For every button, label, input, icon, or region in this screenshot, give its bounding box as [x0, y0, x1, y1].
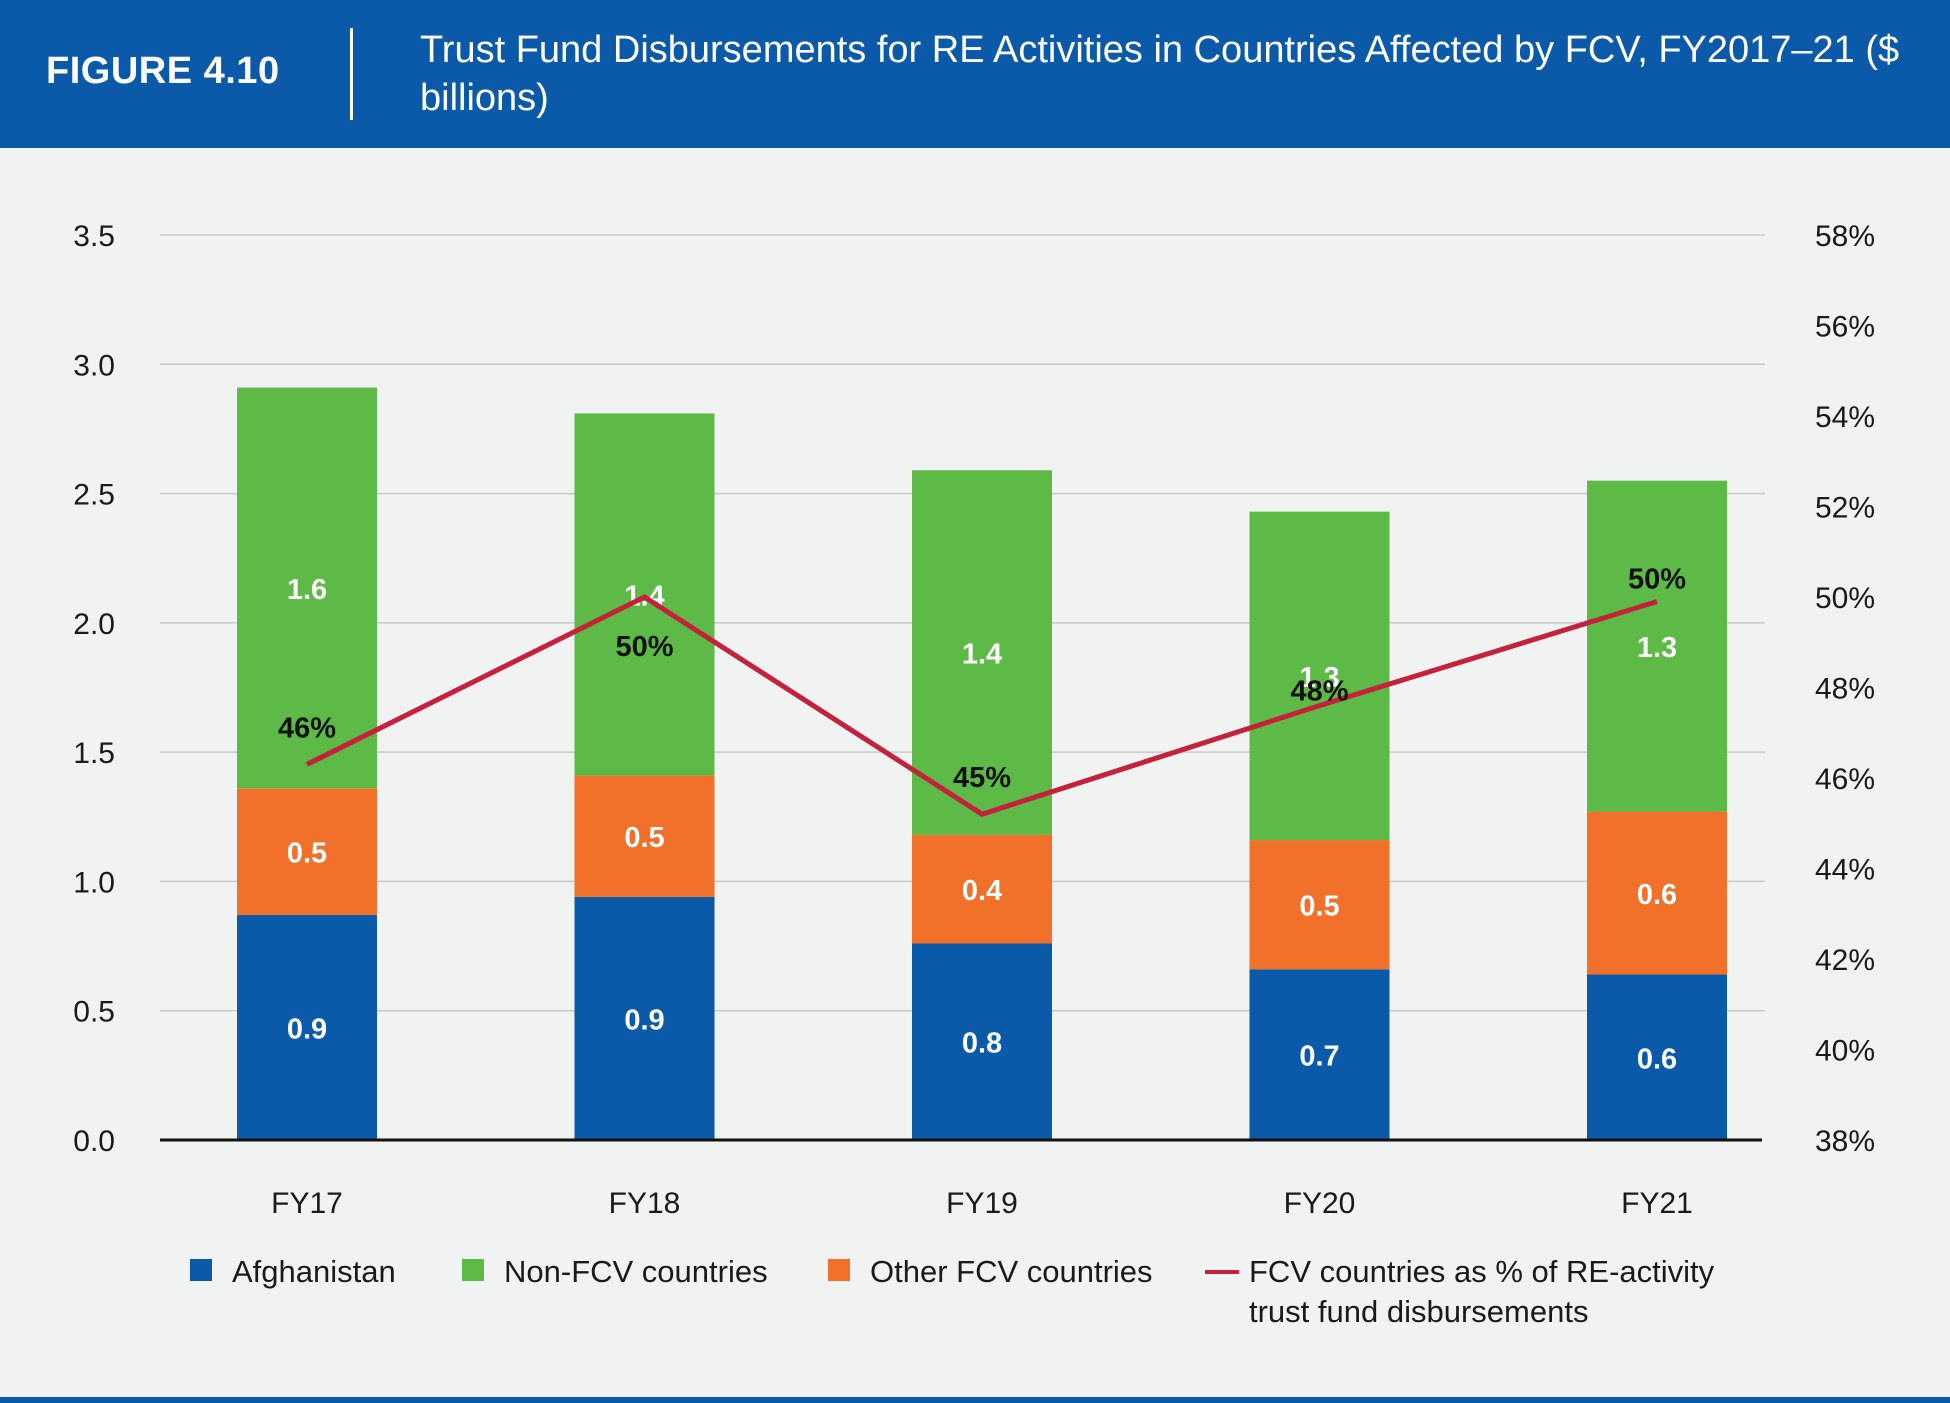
- bar-value-label: 1.3: [1299, 662, 1339, 694]
- legend-label-non-fcv: Non-FCV countries: [504, 1254, 768, 1289]
- bar-value-label: 0.6: [1637, 1043, 1677, 1075]
- chart-legend: Afghanistan Non-FCV countries Other FCV …: [190, 1252, 1890, 1342]
- legend-item-non-fcv: Non-FCV countries: [462, 1252, 768, 1292]
- bar-segment: [912, 470, 1052, 835]
- line-point-label: 46%: [278, 712, 336, 744]
- y-right-tick-label: 40%: [1815, 1035, 1875, 1068]
- bar-segment: [1249, 511, 1390, 841]
- line-point-label: 48%: [1290, 676, 1348, 708]
- bar-value-label: 0.9: [624, 1004, 664, 1036]
- y-left-tick-label: 1.5: [73, 737, 115, 770]
- stacked-bar-line-chart: 0.0 0.5 1.0 1.5 2.0 2.5 3.0 3.5 38% 40% 42% 44% 46% 4…: [73, 220, 1875, 1220]
- legend-label-fcv-share: FCV countries as % of RE-activity trust …: [1249, 1254, 1715, 1329]
- bar-value-label: 0.4: [962, 875, 1002, 907]
- legend-label-other-fcv: Other FCV countries: [870, 1254, 1153, 1289]
- line-point-label: 45%: [953, 762, 1011, 794]
- bar-value-label: 1.3: [1637, 632, 1677, 664]
- legend-swatch-fcv-share: [1205, 1270, 1239, 1274]
- legend-item-fcv-share: FCV countries as % of RE-activity trust …: [1205, 1252, 1765, 1332]
- line-point-label: 50%: [615, 631, 673, 663]
- legend-item-afghanistan: Afghanistan: [190, 1252, 396, 1292]
- y-right-tick-label: 48%: [1815, 673, 1875, 706]
- legend-swatch-other-fcv: [828, 1259, 850, 1281]
- x-tick-label: FY18: [609, 1187, 681, 1220]
- fcv-share-line: [305, 594, 1658, 817]
- legend-swatch-non-fcv: [462, 1259, 484, 1281]
- y-left-tick-label: 0.0: [73, 1125, 115, 1158]
- legend-item-other-fcv: Other FCV countries: [828, 1252, 1153, 1292]
- bar-segment: [1249, 969, 1390, 1140]
- bar-segment: [912, 834, 1052, 944]
- bar-segment: [237, 788, 377, 916]
- y-left-tick-label: 1.0: [73, 866, 115, 899]
- legend-label-afghanistan: Afghanistan: [232, 1254, 396, 1289]
- bar-value-label: 0.7: [1299, 1041, 1339, 1073]
- y-right-tick-label: 58%: [1815, 220, 1875, 253]
- bar-segment: [237, 387, 377, 789]
- bar-value-label: 1.6: [287, 574, 327, 606]
- x-tick-label: FY20: [1284, 1187, 1356, 1220]
- x-tick-label: FY21: [1621, 1187, 1693, 1220]
- y-right-tick-label: 46%: [1815, 763, 1875, 796]
- y-left-tick-label: 3.0: [73, 349, 115, 382]
- bar-segment: [912, 943, 1052, 1140]
- figure-label: FIGURE 4.10: [46, 50, 280, 92]
- bar-value-label: 0.9: [287, 1014, 327, 1046]
- bar-segment: [1587, 811, 1727, 975]
- y-left-tick-label: 0.5: [73, 996, 115, 1029]
- bar-value-label: 0.6: [1637, 879, 1677, 911]
- bar-segment: [1249, 840, 1390, 970]
- bar-value-label: 0.5: [1299, 891, 1339, 923]
- bar-segment: [1587, 974, 1727, 1140]
- bar-value-label: 1.4: [962, 639, 1002, 671]
- y-left-tick-label: 2.5: [73, 479, 115, 512]
- y-left-tick-label: 2.0: [73, 608, 115, 641]
- x-tick-label: FY17: [271, 1187, 343, 1220]
- y-right-tick-label: 44%: [1815, 854, 1875, 887]
- x-tick-label: FY19: [946, 1187, 1018, 1220]
- header-divider: [350, 28, 353, 120]
- bottom-rule: [0, 1397, 1950, 1403]
- y-right-tick-label: 52%: [1815, 492, 1875, 525]
- bar-value-label: 0.8: [962, 1028, 1002, 1060]
- y-right-tick-label: 54%: [1815, 401, 1875, 434]
- bar-segment: [574, 775, 715, 897]
- y-right-tick-label: 38%: [1815, 1125, 1875, 1158]
- legend-swatch-afghanistan: [190, 1259, 212, 1281]
- bar-value-label: 0.5: [624, 822, 664, 854]
- bar-value-label: 0.5: [287, 838, 327, 870]
- bar-segment: [1587, 480, 1727, 812]
- figure-title: Trust Fund Disbursements for RE Activiti…: [420, 29, 1900, 119]
- y-right-tick-label: 42%: [1815, 944, 1875, 977]
- bar-segment: [574, 896, 715, 1140]
- line-point-label: 50%: [1628, 564, 1686, 596]
- figure-header: FIGURE 4.10 Trust Fund Disbursements for…: [0, 0, 1950, 148]
- bar-segment: [237, 915, 377, 1140]
- y-right-tick-label: 50%: [1815, 582, 1875, 615]
- y-left-tick-label: 3.5: [73, 220, 115, 253]
- y-right-tick-label: 56%: [1815, 311, 1875, 344]
